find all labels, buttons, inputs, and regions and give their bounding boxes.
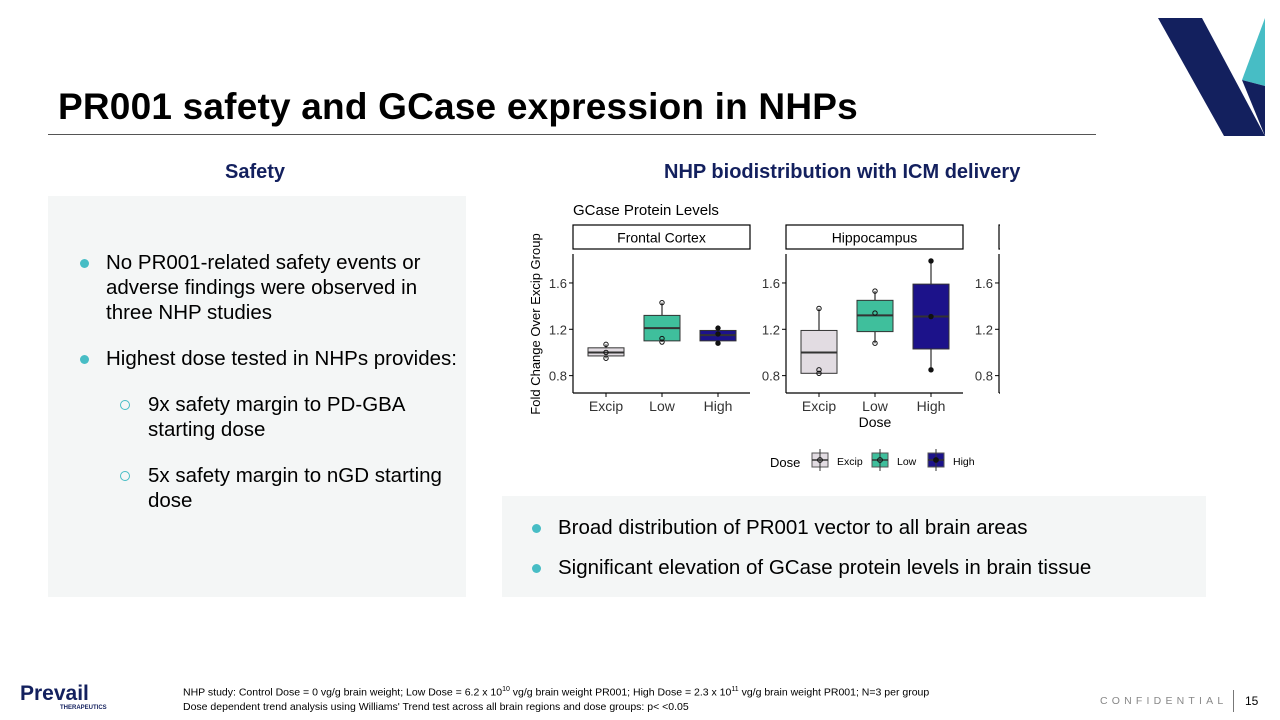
data-point — [928, 258, 934, 264]
facet-label: Hippocampus — [832, 230, 918, 246]
x-axis-label: Dose — [859, 414, 892, 430]
x-tick-label: Excip — [589, 398, 623, 414]
biodistribution-bullet: Broad distribution of PR001 vector to al… — [530, 515, 1091, 540]
y-axis-label: Fold Change Over Excip Group — [528, 233, 543, 414]
data-point — [659, 339, 665, 345]
biodistribution-panel — [502, 496, 1206, 597]
data-point — [659, 299, 665, 306]
facet-strip — [998, 224, 1000, 250]
legend-label: High — [953, 456, 975, 468]
page-title: PR001 safety and GCase expression in NHP… — [58, 86, 858, 127]
data-point — [816, 370, 822, 377]
prevail-logo-name: Prevail — [20, 682, 89, 705]
y-tick-label: 1.6 — [549, 276, 567, 291]
safety-bullets: No PR001-related safety events or advers… — [78, 250, 458, 534]
footer-divider — [1233, 690, 1234, 712]
y-tick-label: 1.6 — [975, 276, 993, 291]
x-tick-label: Low — [649, 398, 676, 414]
y-tick-label: 1.2 — [975, 322, 993, 337]
data-point — [715, 331, 721, 337]
data-point — [872, 288, 878, 294]
safety-bullet: No PR001-related safety events or advers… — [78, 250, 458, 325]
data-point — [872, 310, 878, 316]
bullet-ring-icon — [120, 400, 130, 410]
bullet-dot-icon — [532, 524, 541, 533]
legend-point — [933, 457, 939, 463]
y-tick-label: 1.2 — [762, 322, 780, 337]
data-point — [928, 367, 934, 373]
legend-label: Excip — [837, 456, 863, 468]
data-point — [659, 335, 665, 342]
prevail-logo-sub: THERAPEUTICS — [60, 705, 107, 711]
facet-strip — [572, 224, 751, 250]
x-tick-label: Low — [862, 398, 889, 414]
y-tick-label: 1.6 — [762, 276, 780, 291]
data-point — [715, 340, 721, 346]
y-tick-label: 0.8 — [549, 369, 567, 384]
legend-title: Dose — [770, 455, 800, 470]
data-point — [603, 349, 609, 356]
safety-bullet: Highest dose tested in NHPs provides: — [78, 346, 458, 371]
y-tick-label: 0.8 — [975, 369, 993, 384]
data-point — [816, 305, 822, 312]
data-point — [928, 313, 934, 320]
x-tick-label: High — [917, 398, 946, 414]
legend-point — [877, 457, 883, 463]
safety-sub-bullet: 5x safety margin to nGD starting dose — [120, 463, 458, 513]
title-divider — [48, 134, 1096, 135]
data-point — [715, 325, 721, 331]
safety-sub-bullet: 9x safety margin to PD-GBA starting dose — [120, 392, 458, 442]
bullet-dot-icon — [80, 259, 89, 268]
facet-label: Frontal Cortex — [617, 230, 706, 246]
legend-point — [817, 457, 823, 463]
footnote-line-2: Dose dependent trend analysis using Will… — [183, 700, 689, 713]
facet-strip — [785, 224, 964, 250]
prevail-logo: Prevail THERAPEUTICS — [20, 682, 107, 711]
legend-label: Low — [897, 456, 917, 468]
y-tick-label: 0.8 — [762, 369, 780, 384]
safety-heading: Safety — [225, 161, 286, 183]
data-point — [603, 341, 609, 348]
brand-v-logo — [1158, 18, 1265, 136]
biodistribution-bullet: Significant elevation of GCase protein l… — [530, 555, 1091, 580]
confidential-label: CONFIDENTIAL — [1100, 695, 1228, 707]
page-number: 15 — [1245, 694, 1259, 708]
gcase-boxplot-chart: GCase Protein Levels Fold Change Over Exc… — [528, 202, 1000, 471]
biodistribution-bullets: Broad distribution of PR001 vector to al… — [530, 515, 1091, 595]
footnote: NHP study: Control Dose = 0 vg/g brain w… — [183, 683, 929, 714]
data-point — [603, 355, 609, 361]
bullet-ring-icon — [120, 471, 130, 481]
x-tick-label: High — [704, 398, 733, 414]
bullet-dot-icon — [80, 355, 89, 364]
chart-title: GCase Protein Levels — [573, 202, 719, 219]
safety-panel — [48, 196, 466, 597]
x-tick-label: Excip — [802, 398, 836, 414]
bullet-dot-icon — [532, 564, 541, 573]
biodistribution-heading: NHP biodistribution with ICM delivery — [664, 161, 1021, 183]
y-tick-label: 1.2 — [549, 322, 567, 337]
data-point — [872, 340, 878, 346]
data-point — [816, 367, 822, 373]
footnote-line-1: NHP study: Control Dose = 0 vg/g brain w… — [183, 686, 930, 699]
